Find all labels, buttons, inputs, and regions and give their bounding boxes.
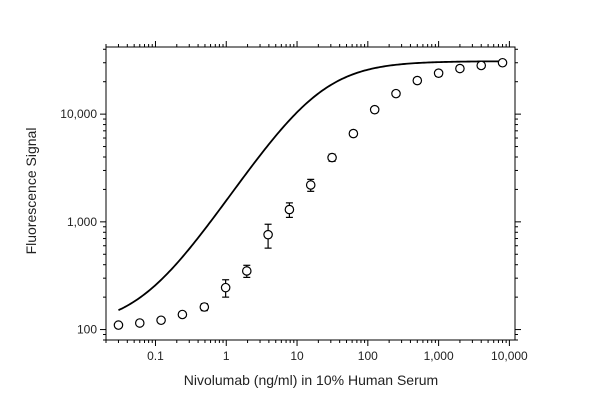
data-point — [348, 128, 359, 139]
data-point — [412, 75, 423, 86]
data-point — [263, 229, 273, 240]
x-tick-label: 100 — [358, 349, 378, 363]
fit-curve-layer — [118, 60, 503, 312]
data-point — [433, 68, 444, 78]
x-axis-title: Nivolumab (ng/ml) in 10% Human Serum — [184, 372, 438, 388]
y-tick-label: 100 — [77, 323, 97, 337]
data-point — [369, 104, 380, 115]
plot-frame-layer — [105, 46, 516, 341]
x-tick-label: 1,000 — [424, 349, 454, 363]
x-tick-label: 10 — [290, 349, 304, 363]
data-point — [455, 63, 465, 74]
x-tick-label: 0.1 — [147, 349, 164, 363]
y-tick-label: 10,000 — [60, 107, 97, 121]
data-point — [113, 320, 124, 330]
data-point — [134, 318, 145, 328]
data-point — [305, 180, 316, 190]
data-point — [241, 266, 252, 276]
axis-layer: 0.1 1 10 100 1,000 10,000 100 1,000 10,000 — [60, 41, 528, 363]
data-point — [284, 204, 295, 215]
data-points-layer — [113, 57, 508, 330]
fit-curve — [118, 60, 503, 312]
data-point — [220, 282, 231, 293]
data-point — [199, 302, 210, 312]
plot-border — [105, 46, 516, 341]
x-tick-label: 1 — [223, 349, 230, 363]
data-point — [476, 60, 487, 71]
data-point — [327, 152, 337, 163]
data-point — [391, 88, 401, 99]
y-tick-label: 1,000 — [67, 215, 97, 229]
data-point — [177, 309, 188, 320]
data-point — [156, 315, 166, 326]
x-tick-label: 10,000 — [491, 349, 528, 363]
y-axis-title: Fluorescence Signal — [23, 128, 39, 255]
data-point — [497, 57, 508, 68]
